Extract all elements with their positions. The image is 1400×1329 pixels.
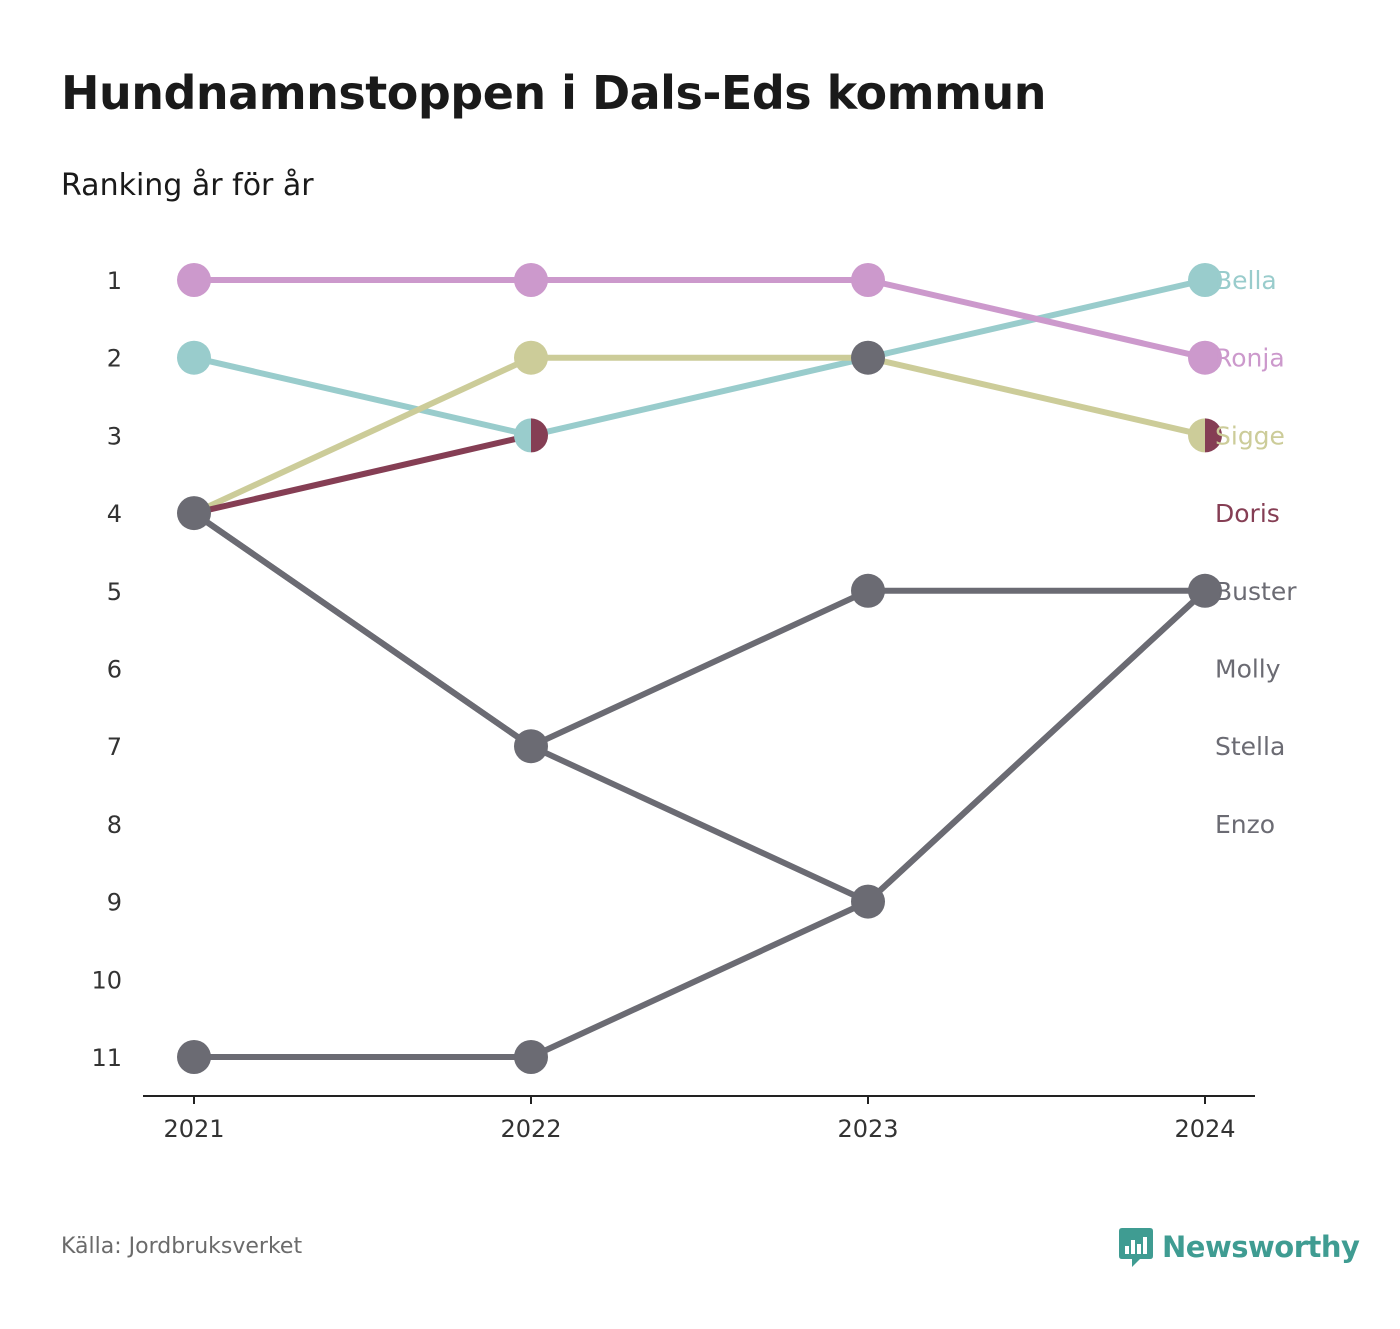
y-tick-label: 1 <box>107 267 122 295</box>
data-point-bella <box>514 418 531 453</box>
series-points <box>177 263 1222 1074</box>
series-lines <box>191 277 1208 1060</box>
series-label-molly: Molly <box>1215 655 1281 684</box>
chart-title: Hundnamnstoppen i Dals-Eds kommun <box>61 66 1047 120</box>
bump-chart: 1 2 3 4 5 6 7 8 9 10 11 2021 2022 2023 2024 Bella Ronj… <box>91 263 1297 1143</box>
x-tick-label: 2023 <box>837 1115 898 1143</box>
brand-name: Newsworthy <box>1162 1230 1360 1264</box>
y-tick-label: 5 <box>107 578 122 606</box>
y-tick-label: 3 <box>107 422 122 450</box>
series-line-molly <box>191 510 1208 750</box>
y-tick-label: 9 <box>107 889 122 917</box>
data-point-molly-stella <box>514 729 548 764</box>
series-label-buster: Buster <box>1215 577 1297 606</box>
x-tick-label: 2024 <box>1174 1115 1235 1143</box>
data-point-doris <box>531 418 548 453</box>
y-tick-label: 10 <box>91 966 122 994</box>
series-label-ronja: Ronja <box>1215 344 1285 373</box>
series-line-stella <box>191 510 1208 905</box>
data-point-sigge-doris-molly-stella <box>177 496 211 531</box>
brand-logo[interactable]: Newsworthy <box>1118 1226 1360 1268</box>
data-point-ronja <box>851 263 885 297</box>
series-label-doris: Doris <box>1215 499 1280 528</box>
data-point-bella <box>1188 263 1222 297</box>
data-point-molly <box>851 573 885 608</box>
x-tick-label: 2022 <box>500 1115 561 1143</box>
series-label-bella: Bella <box>1215 266 1277 295</box>
y-tick-label: 11 <box>91 1044 122 1072</box>
y-axis: 1 2 3 4 5 6 7 8 9 10 11 <box>91 267 122 1072</box>
data-point-doris <box>1205 418 1222 453</box>
data-point-buster-molly-stella <box>1188 573 1222 608</box>
data-point-buster <box>177 1040 211 1074</box>
data-point-buster <box>514 1040 548 1074</box>
chart-subtitle: Ranking år för år <box>61 168 314 203</box>
data-point-bella <box>177 340 211 375</box>
series-label-enzo: Enzo <box>1215 810 1275 839</box>
data-point-sigge <box>1188 418 1205 453</box>
y-tick-label: 4 <box>107 500 122 528</box>
y-tick-label: 2 <box>107 345 122 373</box>
data-point-buster-stella <box>851 884 885 919</box>
data-point-sigge <box>514 340 548 375</box>
series-line-ronja <box>191 277 1208 361</box>
series-labels: Bella Ronja Sigge Doris Buster Molly Stella Enz… <box>1215 266 1297 839</box>
series-label-sigge: Sigge <box>1215 421 1285 450</box>
x-tick-label: 2021 <box>163 1115 224 1143</box>
bar-chart-speech-bubble-icon <box>1119 1228 1153 1267</box>
y-tick-label: 7 <box>107 733 122 761</box>
series-line-sigge <box>191 354 1208 517</box>
x-axis: 2021 2022 2023 2024 <box>143 1095 1255 1143</box>
series-label-stella: Stella <box>1215 732 1285 761</box>
source-note: Källa: Jordbruksverket <box>61 1234 303 1259</box>
data-point-ronja <box>177 263 211 297</box>
y-tick-label: 8 <box>107 811 122 839</box>
y-tick-label: 6 <box>107 656 122 684</box>
series-line-doris <box>191 432 534 517</box>
data-point-ronja <box>1188 340 1222 375</box>
data-point-bella-sigge-enzo <box>851 340 885 375</box>
data-point-ronja <box>514 263 548 297</box>
